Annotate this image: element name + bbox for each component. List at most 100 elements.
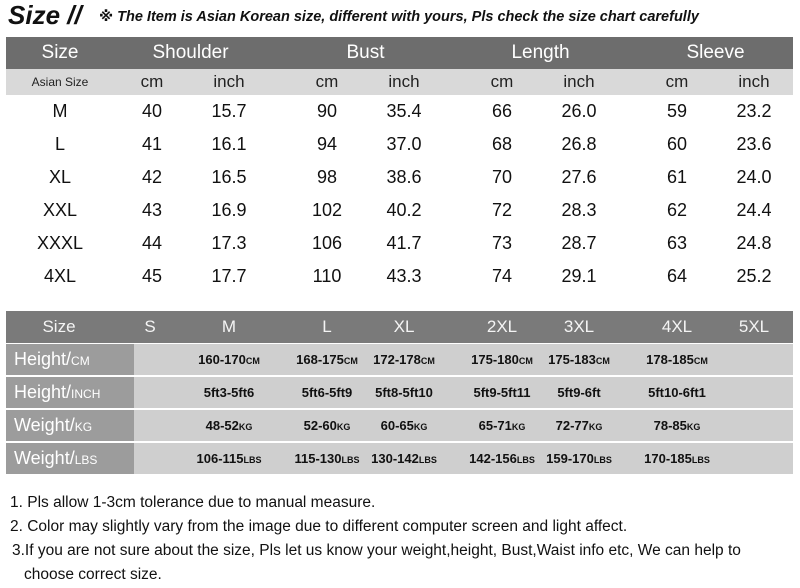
cell-text: 60-65 — [380, 418, 414, 433]
note-line: 2. Color may slightly vary from the imag… — [10, 518, 628, 535]
cell-unit: CM — [595, 356, 610, 366]
table-cell: 160-170CM — [198, 352, 260, 367]
cell-text: 160-170 — [198, 352, 246, 367]
table-cell: 52-60KG — [304, 418, 351, 433]
row-label: Height/INCH — [14, 382, 100, 403]
cell-text: 5ft10-6ft1 — [648, 385, 706, 400]
row-label-unit: LBS — [74, 453, 98, 467]
table-cell: 28.7 — [561, 233, 597, 253]
table-cell: 62 — [666, 200, 688, 220]
table-cell: 5ft9-5ft11 — [473, 385, 530, 400]
cell-unit: KG — [336, 422, 351, 432]
cell-text: 5ft9-6ft — [557, 385, 601, 400]
table-cell: 16.9 — [211, 200, 247, 220]
table-header-row — [6, 311, 793, 343]
table-cell: 168-175CM — [296, 352, 358, 367]
table-cell: 5ft6-5ft9 — [302, 385, 353, 400]
table-cell: 27.6 — [561, 167, 597, 187]
cell-unit: LBS — [691, 455, 710, 465]
table-cell: 106-115LBS — [197, 451, 262, 466]
cell-unit: KG — [238, 422, 253, 432]
table-cell: 72 — [491, 200, 513, 220]
column-header: Shoulder — [152, 42, 229, 63]
cell-unit: CM — [518, 356, 533, 366]
unit-header: cm — [490, 72, 514, 91]
table-cell: 44 — [141, 233, 163, 253]
cell-unit: KG — [511, 422, 526, 432]
unit-header: inch — [563, 72, 595, 91]
table-cell: 68 — [491, 134, 513, 154]
table-subheader-row — [6, 69, 793, 95]
table-header-row — [6, 37, 793, 69]
row-label-text: Height/ — [14, 349, 72, 369]
row-label-cell — [6, 377, 134, 408]
table-row — [6, 443, 793, 474]
table-cell: 72-77KG — [556, 418, 603, 433]
table-cell: 24.0 — [736, 167, 772, 187]
table-cell: 43 — [141, 200, 163, 220]
cell-text: 175-180 — [471, 352, 519, 367]
table-row — [6, 377, 793, 408]
cell-unit: KG — [588, 422, 603, 432]
table-cell: 25.2 — [736, 266, 772, 286]
table-cell: 48-52KG — [206, 418, 253, 433]
table-cell: M — [52, 101, 68, 121]
cell-text: 5ft3-5ft6 — [203, 385, 255, 400]
table-cell: 17.3 — [211, 233, 247, 253]
table-cell: 28.3 — [561, 200, 597, 220]
unit-header: inch — [213, 72, 245, 91]
table-cell: 74 — [491, 266, 513, 286]
cell-unit: KG — [413, 422, 428, 432]
cell-unit: LBS — [418, 455, 437, 465]
cell-unit: KG — [686, 422, 701, 432]
table-cell: 60 — [666, 134, 688, 154]
cell-text: 142-156 — [469, 451, 517, 466]
cell-text: 5ft8-5ft10 — [375, 385, 433, 400]
table-cell: 42 — [141, 167, 163, 187]
table-cell: XXXL — [36, 233, 84, 253]
row-label-unit: KG — [74, 420, 93, 434]
table-cell: 23.6 — [736, 134, 772, 154]
table-cell: 15.7 — [211, 101, 247, 121]
table-cell: 5ft9-6ft — [557, 385, 600, 400]
table-cell: 37.0 — [386, 134, 422, 154]
table-cell: 65-71KG — [479, 418, 526, 433]
row-label-text: Weight/ — [14, 415, 75, 435]
table-cell: 78-85KG — [654, 418, 701, 433]
cell-unit: CM — [343, 356, 358, 366]
table-cell: 43.3 — [386, 266, 422, 286]
table-cell: 35.4 — [386, 101, 422, 121]
table-cell: 175-180CM — [471, 352, 533, 367]
cell-text: 5ft9-5ft11 — [473, 385, 531, 400]
table-cell: 110 — [312, 266, 342, 286]
table-cell: 5ft3-5ft6 — [204, 385, 255, 400]
table-cell: 40.2 — [386, 200, 422, 220]
note-line: 1. Pls allow 1-3cm tolerance due to manu… — [10, 494, 376, 511]
column-header: 5XL — [738, 317, 770, 336]
cell-text: 130-142 — [371, 451, 419, 466]
table-cell: 41.7 — [386, 233, 422, 253]
row-label-cell — [6, 443, 134, 474]
column-header: Length — [511, 42, 570, 63]
table-cell: 29.1 — [561, 266, 597, 286]
cell-unit: CM — [420, 356, 435, 366]
table-cell: 38.6 — [386, 167, 422, 187]
column-header: S — [144, 317, 156, 336]
cell-text: 106-115 — [196, 451, 244, 466]
table-cell: 90 — [316, 101, 338, 121]
table-cell: 159-170LBS — [546, 451, 612, 466]
cell-unit: LBS — [593, 455, 612, 465]
row-label-cell — [6, 344, 134, 375]
row-label-text: Height/ — [14, 382, 72, 402]
table-cell: 73 — [491, 233, 513, 253]
table-cell: 26.0 — [561, 101, 597, 121]
table-cell: 63 — [666, 233, 688, 253]
table-cell: 66 — [491, 101, 513, 121]
table-cell: 17.7 — [211, 266, 247, 286]
unit-header: inch — [388, 72, 420, 91]
cell-text: 168-175 — [296, 352, 344, 367]
table-cell: 115-130LBS — [295, 451, 360, 466]
table-cell: 5ft10-6ft1 — [648, 385, 706, 400]
cell-unit: CM — [245, 356, 260, 366]
row-label-cell — [6, 410, 134, 441]
